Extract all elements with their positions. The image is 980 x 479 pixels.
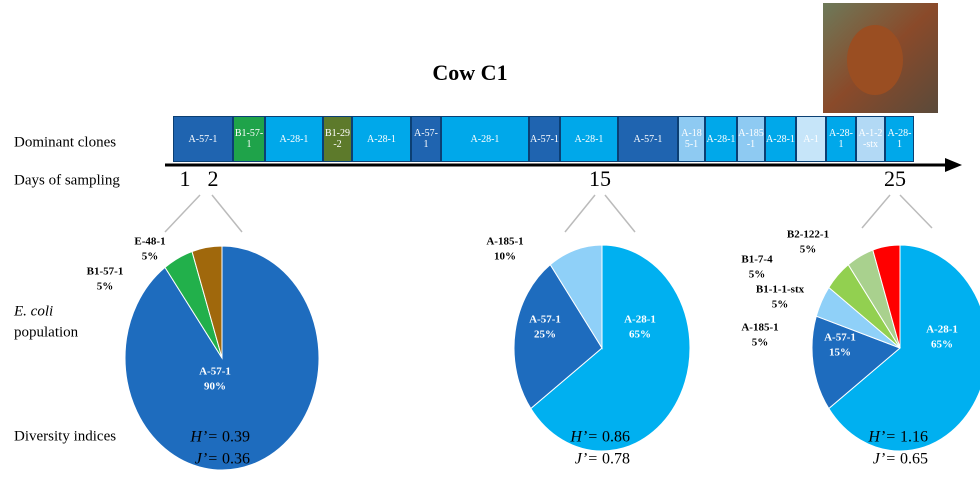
clone-block: A-57-1 — [173, 116, 233, 162]
pie-slice — [513, 263, 603, 410]
slice-label: A-185-1 — [741, 322, 778, 334]
row-label: population — [14, 324, 79, 340]
clone-block: A-28-1 — [826, 116, 856, 162]
clone-block: A-28-1 — [885, 116, 914, 162]
clone-block: A-185-1 — [678, 116, 705, 162]
clone-block: A-57-1 — [411, 116, 441, 162]
slice-label: B1-57-1 — [87, 266, 124, 278]
diversity-value: 0.65 — [900, 451, 928, 468]
clone-block: B1-29-2 — [323, 116, 352, 162]
slice-label: A-185-1 — [486, 236, 523, 248]
day-label: 1 — [180, 166, 191, 191]
diversity-symbol: H’= — [867, 429, 896, 446]
clone-block: A-28-1 — [441, 116, 529, 162]
timeline-arrow — [945, 158, 962, 172]
pie-slice — [811, 315, 901, 410]
pie-slice — [828, 244, 980, 452]
connectors — [164, 194, 933, 233]
row-label: Diversity indices — [14, 428, 116, 444]
clone-block: A-57-1 — [529, 116, 560, 162]
clone-block: A-28-1 — [560, 116, 618, 162]
day-label: 25 — [884, 166, 906, 191]
slice-label: B1-1-1-stx — [756, 284, 805, 296]
clone-block: A-28-1 — [352, 116, 411, 162]
row-label: Days of sampling — [14, 172, 120, 188]
clone-block: A-28-1 — [765, 116, 796, 162]
clone-block: A-185-1 — [737, 116, 765, 162]
title: Cow C1 — [432, 60, 507, 85]
slice-value-label: 10% — [494, 251, 516, 263]
slice-value-label: 25% — [534, 329, 556, 341]
diversity-symbol: J’= — [195, 451, 218, 468]
clone-block: A-1 — [796, 116, 826, 162]
slice-value-label: 90% — [204, 381, 226, 393]
diversity-value: 0.86 — [602, 429, 630, 446]
slice-label: A-28-1 — [926, 324, 958, 336]
cow-photo-subject — [847, 25, 903, 95]
slice-value-label: 15% — [829, 347, 851, 359]
clone-block: A-28-1 — [705, 116, 737, 162]
diversity-value: 1.16 — [900, 429, 928, 446]
diversity-symbol: J’= — [873, 451, 896, 468]
pie-slice — [549, 244, 603, 350]
slice-label: E-48-1 — [134, 236, 165, 248]
diversity-symbol: J’= — [575, 451, 598, 468]
slice-label: B1-7-4 — [741, 254, 773, 266]
slice-value-label: 5% — [752, 337, 769, 349]
pie-slice — [530, 244, 691, 452]
slice-label: B2-122-1 — [787, 229, 829, 241]
diversity-symbol: H’= — [189, 429, 218, 446]
pie-slice — [872, 244, 901, 349]
slice-label: A-57-1 — [199, 366, 231, 378]
slice-value-label: 5% — [800, 244, 817, 256]
diversity-symbol: H’= — [569, 429, 598, 446]
diversity-value: 0.78 — [602, 451, 630, 468]
slice-value-label: 5% — [142, 251, 159, 263]
clone-block: A-28-1 — [265, 116, 323, 162]
row-label: Dominant clones — [14, 134, 116, 150]
slice-label: A-57-1 — [529, 314, 561, 326]
row-label: E. coli — [13, 303, 53, 319]
pie-slice — [191, 245, 223, 359]
clone-block: A-57-1 — [618, 116, 678, 162]
slice-value-label: 5% — [772, 299, 789, 311]
diversity-value: 0.39 — [222, 429, 250, 446]
slice-value-label: 5% — [97, 281, 114, 293]
slice-label: A-57-1 — [824, 332, 856, 344]
slice-label: A-28-1 — [624, 314, 656, 326]
slice-value-label: 65% — [629, 329, 651, 341]
clone-block: B1-57-1 — [233, 116, 265, 162]
slice-value-label: 65% — [931, 339, 953, 351]
clone-block: A-1-2-stx — [856, 116, 885, 162]
diversity-value: 0.36 — [222, 451, 250, 468]
day-label: 2 — [208, 166, 219, 191]
slice-value-label: 5% — [749, 269, 766, 281]
day-label: 15 — [589, 166, 611, 191]
